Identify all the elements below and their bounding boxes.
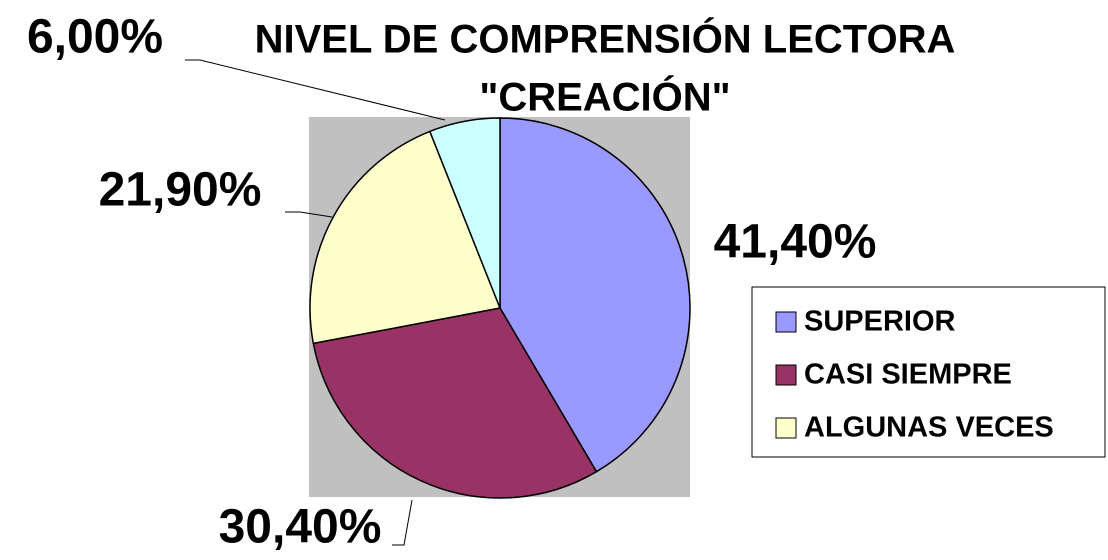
legend-swatch [775,311,797,333]
chart-title: "CREACIÓN" [479,74,730,120]
legend-label: CASI SIEMPRE [804,359,1012,391]
leader-line [392,499,413,546]
pie-slice [428,117,501,309]
leader-line [285,211,333,218]
pie-slice [312,307,598,499]
data-label: 41,40% [714,216,877,269]
pie-slice [309,130,502,345]
legend-swatch [775,364,797,386]
legend-label: SUPERIOR [804,306,956,338]
data-label: 6,00% [27,11,163,64]
data-label: 30,40% [219,501,382,554]
legend-label: ALGUNAS VECES [804,412,1054,444]
legend [751,286,1106,458]
chart-title: NIVEL DE COMPRENSIÓN LECTORA [255,16,956,62]
pie-slice [499,117,691,473]
legend-swatch [775,417,797,439]
pie [309,117,691,499]
leader-line [185,59,446,121]
data-label: 21,90% [99,164,262,217]
